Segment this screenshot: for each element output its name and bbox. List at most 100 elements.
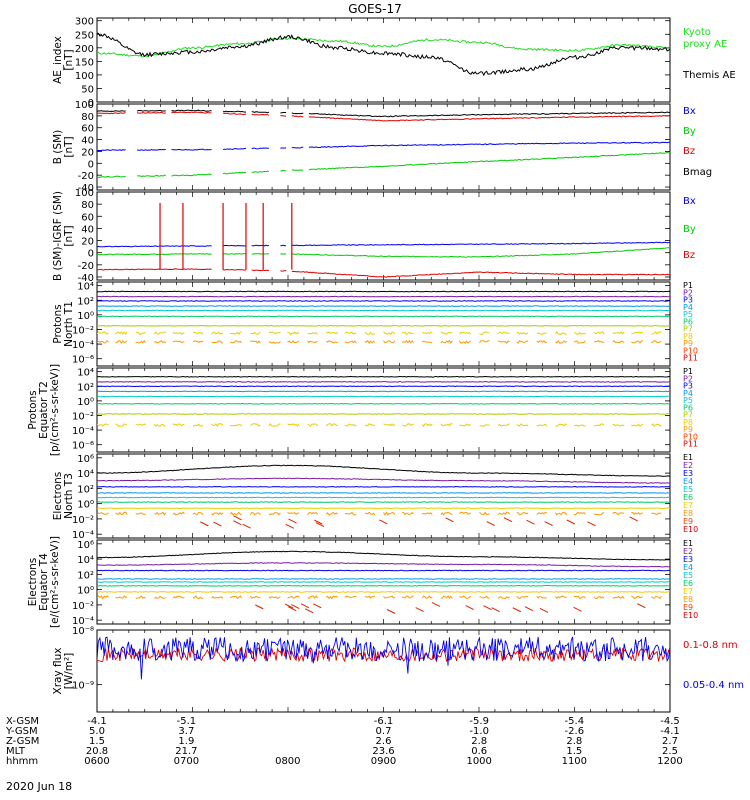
series-line-e2 [97,477,670,484]
series-line-e5 [97,581,670,583]
electron-trace-dash [503,517,513,523]
legend-entry: P8 [683,332,693,341]
legend-entry: E8 [683,595,693,604]
y-tick-label: 80 [81,112,94,123]
x-axis-value: -5.9 [469,716,489,727]
x-axis-value: 21.7 [175,746,197,757]
y-tick-label: 100 [75,71,94,82]
legend-entry: Kyoto [683,27,711,38]
x-axis-value: 23.6 [372,746,394,757]
series-line-p2 [97,295,670,298]
series-line-e8 [97,512,670,515]
legend-entry: P1 [683,281,693,290]
panel-ae: 300 250 200 150 100 50 0 AE_index [nT] Kyotoproxy… [52,17,736,109]
x-axis-value: 0600 [84,756,109,767]
electron-trace-dash [445,517,454,523]
legend-entry: E9 [683,603,693,612]
y-tick-label: 10² [77,296,94,307]
y-axis-label: Protons [27,390,39,429]
y-tick-label: 100 [75,100,94,111]
x-axis-value: -4.1 [660,726,680,737]
y-tick-label: 10⁴ [77,282,94,293]
electron-trace-dash [200,521,209,527]
y-tick-label: 50 [81,84,94,95]
series-line-p5 [97,309,670,312]
y-tick-label: -40 [78,273,94,284]
legend-entry: P3 [683,296,693,305]
y-tick-label: -40 [78,183,94,194]
series-line-e6 [97,501,670,503]
legend-entry: Themis AE [682,70,736,81]
electron-trace-dash [285,523,294,529]
x-axis-value: -6.1 [374,716,394,727]
y-tick-label: 150 [75,57,94,68]
legend-entry: Bz [683,250,695,261]
electron-trace-dash [379,519,388,525]
y-axis-label: Electrons [52,472,64,521]
legend-entry: P11 [683,354,698,363]
x-axis-value: 0900 [371,756,396,767]
legend-entry: P2 [683,288,693,297]
y-tick-label: 10⁻⁴ [72,530,94,541]
legend-entry: E2 [683,461,693,470]
plot-area [97,464,670,529]
date-label: 2020 Jun 18 [6,780,72,793]
x-axis-value: 2.7 [662,736,678,747]
y-axis-label: Protons [52,304,64,343]
series-line-e4 [97,578,670,580]
electron-trace-dash [287,606,297,612]
y-tick-label: 10⁴ [77,368,94,379]
series-line-p2 [97,381,670,383]
y-tick-label: 10⁻⁶ [72,355,94,366]
y-axis-label: Electrons [27,558,39,607]
series-line-bx [97,141,670,152]
legend-entry: P9 [683,339,693,348]
electron-trace-dash [313,603,322,609]
y-axis-label: [p/(cm²-s-sr-keV)] [49,364,61,456]
series-line-bz [97,111,670,122]
legend-entry: E6 [683,493,693,502]
legend-entry: E8 [683,509,693,518]
electron-trace-dash [233,515,242,521]
x-axis-value: 2.6 [376,736,392,747]
y-tick-label: -20 [78,171,94,182]
legend-entry: E3 [683,469,693,478]
legend-entry: Bx [683,106,696,117]
y-axis-label: [W/m²] [63,653,75,690]
y-tick-label: 0 [88,98,94,109]
x-axis-value: -5.1 [177,716,197,727]
panel-et4: 10⁶ 10⁴ 10² 10⁰ 10⁻² 10⁻⁴ Electrons Equator T4[… [27,536,698,628]
series-line-p1 [97,290,670,293]
plot-area [97,32,670,77]
y-tick-label: 10² [77,570,94,581]
panel-frame [96,281,671,367]
y-tick-label: 40 [81,224,94,235]
legend-entry: Bx [683,196,696,207]
electron-trace-dash [483,605,492,611]
electron-trace-dash [637,603,646,609]
legend-entry: E1 [683,539,693,548]
x-axis-value: 20.8 [86,746,108,757]
legend-entry: P6 [683,317,693,326]
x-axis-value: -4.1 [87,716,107,727]
series-line-bx [97,241,670,248]
y-tick-label: -20 [78,261,94,272]
y-axis-label: B (SM) [52,130,64,164]
legend-entry: P10 [683,432,698,441]
y-tick-label: 10⁻² [72,601,94,612]
series-line-p7 [97,324,670,327]
electron-trace-dash [288,518,297,524]
y-tick-label: 20 [81,237,94,248]
series-line-e3 [97,485,670,488]
x-row-label: Y-GSM [5,726,38,737]
x-axis-value: 1200 [657,756,682,767]
legend-entry: P11 [683,440,698,449]
electron-trace-dash [255,604,264,610]
y-axis-label: B (SM)-IGRF (SM) [52,191,64,281]
plot-area [97,109,670,178]
y-axis-label: Equator T4 [38,553,50,611]
x-axis-value: 1000 [466,756,491,767]
legend-entry: P6 [683,403,693,412]
legend-entry: E2 [683,547,693,556]
